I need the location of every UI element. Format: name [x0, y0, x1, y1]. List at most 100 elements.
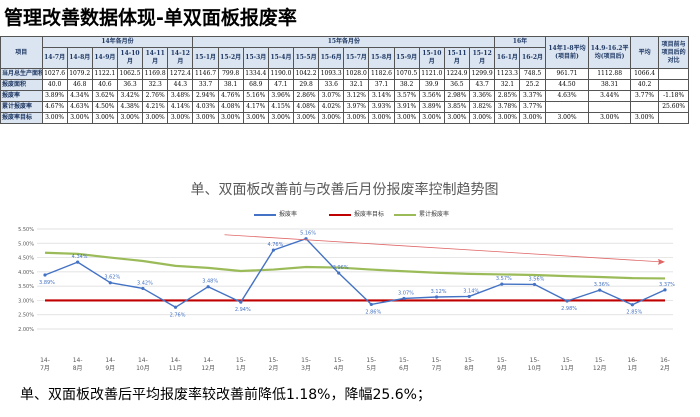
x-tick-label-part: 1月 — [627, 365, 637, 372]
table-cell: 4.03% — [192, 101, 219, 113]
x-tick-label-part: 2月 — [269, 365, 279, 372]
table-cell: 3.85% — [443, 101, 471, 113]
data-point — [500, 282, 504, 286]
table-cell: 40.0 — [41, 79, 68, 91]
data-label: 3.56% — [529, 276, 545, 282]
table-cell: 3.14% — [368, 90, 395, 102]
table-cell: 25.2 — [519, 79, 546, 91]
table-cell: 3.00% — [393, 112, 420, 124]
table-cell — [658, 79, 689, 91]
row-label: 累计报废率 — [0, 101, 43, 113]
table-cell: 4.38% — [116, 101, 144, 113]
table-cell: 32.3 — [142, 79, 169, 91]
group-header-16: 16年 — [494, 36, 546, 48]
data-point — [337, 271, 341, 275]
data-point — [369, 302, 373, 307]
table-cell: 3.62% — [91, 90, 118, 102]
table-cell: 3.96% — [267, 90, 295, 102]
table-cell: 46.8 — [66, 79, 93, 91]
table-cell: 1112.88 — [588, 68, 631, 80]
month-header: 14-11月 — [142, 47, 169, 69]
legend-swatch — [254, 213, 276, 216]
month-header: 15-12月 — [468, 47, 496, 69]
table-cell: 1169.8 — [142, 68, 169, 80]
data-point — [108, 281, 112, 285]
x-tick-label: 15-10月 — [528, 357, 542, 372]
table-cell: 4.76% — [217, 90, 244, 102]
x-tick-label: 15-7月 — [432, 357, 442, 372]
y-tick-label: 2.00% — [18, 327, 34, 333]
table-cell: 33.6 — [318, 79, 345, 91]
data-label: 3.12% — [431, 289, 447, 295]
y-tick-label: 3.50% — [18, 284, 34, 290]
table-cell: 3.36% — [468, 90, 496, 102]
x-tick-label-part: 11月 — [560, 365, 574, 372]
table-cell: 4.17% — [242, 101, 269, 113]
table-cell: 1027.6 — [41, 68, 68, 80]
data-point — [663, 288, 667, 292]
chart-title: 单、双面板改善前与改善后月份报废率控制趋势图 — [190, 182, 499, 198]
x-tick-label: 15-4月 — [334, 357, 344, 372]
table-cell: 3.00% — [116, 112, 144, 124]
table-cell: 3.48% — [167, 90, 194, 102]
table-cell: 3.00% — [217, 112, 244, 124]
table-cell: 4.14% — [167, 101, 194, 113]
x-tick-label: 15-5月 — [366, 357, 376, 372]
x-tick-label: 15-1月 — [236, 357, 246, 372]
header-compare: 项目前与项目后的对比 — [658, 36, 689, 69]
x-tick-label: 16-2月 — [660, 357, 670, 372]
x-tick-label: 15-2月 — [269, 357, 279, 372]
row-label: 当月总生产面积 — [0, 68, 43, 80]
table-cell — [588, 101, 631, 113]
x-tick-label-part: 14- — [105, 357, 115, 364]
table-cell: 3.93% — [368, 101, 395, 113]
x-tick-label-part: 15- — [464, 357, 474, 364]
x-tick-label-part: 15- — [595, 357, 605, 364]
table-cell: 3.56% — [418, 90, 445, 102]
table-cell: 38.1 — [217, 79, 244, 91]
x-tick-label-part: 15- — [399, 357, 409, 364]
table-cell: 43.7 — [468, 79, 496, 91]
table-cell: 3.00% — [142, 112, 169, 124]
table-cell: 1190.0 — [267, 68, 295, 80]
table-cell: 4.63% — [66, 101, 93, 113]
table-cell: 3.00% — [293, 112, 320, 124]
table-cell — [658, 112, 689, 124]
x-tick-label-part: 16- — [660, 357, 670, 364]
table-cell — [658, 68, 689, 80]
month-header: 14-7月 — [41, 47, 68, 69]
group-header-14: 14年各月份 — [41, 36, 194, 48]
table-cell: 3.00% — [343, 112, 370, 124]
table-cell — [544, 101, 590, 113]
data-point — [239, 300, 243, 304]
y-tick-label: 5.50% — [18, 227, 34, 233]
month-header: 16-1月 — [494, 47, 521, 69]
x-tick-label: 14-9月 — [105, 357, 115, 372]
table-cell: 3.77% — [519, 101, 546, 113]
x-tick-label: 14-11月 — [169, 357, 183, 372]
table-cell — [629, 101, 660, 113]
table-cell: 1028.0 — [343, 68, 370, 80]
table-row: 报废率 3.89% 4.34% 3.62% 3.42% 2.76% 3.48% 2.94% 4.… — [0, 90, 689, 102]
data-label: 3.37% — [659, 282, 675, 288]
table-cell: 3.00% — [443, 112, 471, 124]
data-label: 4.76% — [267, 242, 283, 248]
table-cell: 3.82% — [468, 101, 496, 113]
table-cell: 1062.5 — [116, 68, 144, 80]
x-tick-label: 16-1月 — [627, 357, 637, 372]
x-tick-label-part: 3月 — [301, 365, 311, 372]
x-tick-label-part: 4月 — [334, 365, 344, 372]
data-label: 3.42% — [137, 280, 153, 286]
legend-label: 累计报废率 — [419, 211, 450, 218]
table-cell: 4.50% — [91, 101, 118, 113]
data-label: 3.57% — [496, 276, 512, 282]
row-label: 报废面积 — [0, 79, 43, 91]
table-cell: 1121.0 — [418, 68, 445, 80]
table-cell: 29.8 — [293, 79, 320, 91]
data-label: 5.16% — [300, 231, 316, 237]
month-header: 15-10月 — [418, 47, 445, 69]
y-tick-label: 3.00% — [18, 298, 34, 304]
month-header: 15-5月 — [293, 47, 320, 69]
table-row: 报废面积 40.0 46.8 40.6 36.3 32.3 44.3 33.7 38.1 68.9… — [0, 79, 689, 91]
data-point — [173, 305, 178, 309]
